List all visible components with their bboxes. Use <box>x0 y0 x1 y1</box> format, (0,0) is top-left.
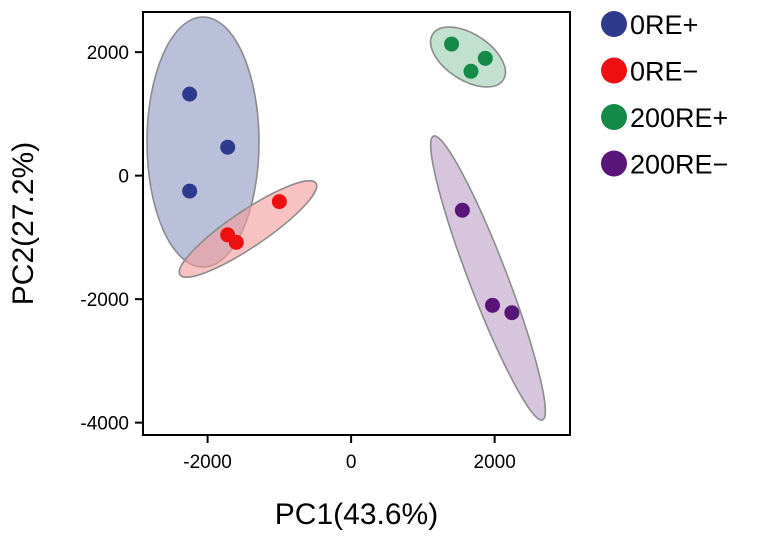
y-axis: -4000 -2000 0 2000 <box>80 43 143 435</box>
data-point <box>484 297 500 313</box>
data-point <box>454 202 470 218</box>
plot-frame <box>142 11 571 436</box>
legend-marker <box>601 57 627 84</box>
ellipse-3 <box>429 26 507 88</box>
y-tick-label: 2000 <box>87 43 129 64</box>
data-point <box>504 305 520 321</box>
legend-label: 200RE− <box>630 150 728 180</box>
x-axis-title: PC1(43.6%) <box>275 498 438 531</box>
data-point <box>444 36 460 52</box>
x-tick-label: -2000 <box>183 452 232 473</box>
data-point <box>182 183 198 199</box>
y-tick-label: 0 <box>118 167 129 188</box>
legend-marker <box>601 104 627 130</box>
legend: 0RE+ 0RE− 200RE+ 200RE− <box>601 10 728 180</box>
data-point <box>182 86 198 102</box>
y-axis-title: PC2(27.2%) <box>7 142 40 305</box>
y-tick-label: -2000 <box>80 290 129 311</box>
data-point <box>271 194 287 210</box>
legend-marker <box>601 150 627 177</box>
legend-label: 0RE+ <box>630 10 698 40</box>
legend-marker <box>601 11 627 37</box>
x-tick-label: 0 <box>346 452 357 473</box>
data-point <box>220 139 236 155</box>
y-tick-label: -4000 <box>80 414 129 435</box>
x-tick-label: 2000 <box>474 452 516 473</box>
data-points <box>182 36 520 321</box>
ellipse-4 <box>429 135 547 421</box>
x-axis: -2000 0 2000 <box>183 435 516 473</box>
data-point <box>463 63 479 79</box>
confidence-ellipses <box>146 16 547 421</box>
legend-label: 0RE− <box>630 57 698 87</box>
data-point <box>228 234 244 250</box>
data-point <box>477 50 493 66</box>
legend-label: 200RE+ <box>630 103 728 133</box>
